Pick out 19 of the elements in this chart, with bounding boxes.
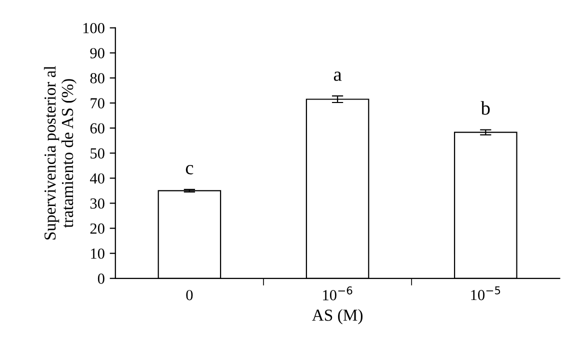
x-axis-title: AS (M) — [312, 309, 363, 324]
x-tick-label: 10$^{−5}$ — [471, 286, 500, 300]
y-axis-title: Supervivencia posterior al tratamiento de AS (%) — [44, 66, 77, 240]
annotation: a — [334, 72, 342, 81]
x-tick-label: 10$^{−6}$ — [323, 286, 352, 300]
y-tick-label: 100 — [83, 22, 104, 34]
y-tick-label: 10 — [91, 248, 104, 259]
y-tick-label: 20 — [90, 223, 104, 234]
y-tick-label: 70 — [90, 98, 104, 108]
y-tick-label: 40 — [90, 173, 104, 184]
y-tick-label: 50 — [90, 148, 104, 159]
x-tick-label: 0 — [186, 290, 193, 300]
annotation: c — [186, 165, 194, 174]
y-tick-label: 90 — [90, 48, 104, 58]
y-tick-label: 80 — [90, 73, 104, 84]
y-tick-label: 60 — [90, 123, 104, 134]
y-tick-label: 30 — [90, 198, 104, 209]
annotation: b — [480, 101, 490, 115]
y-tick-label: 0 — [98, 274, 104, 284]
